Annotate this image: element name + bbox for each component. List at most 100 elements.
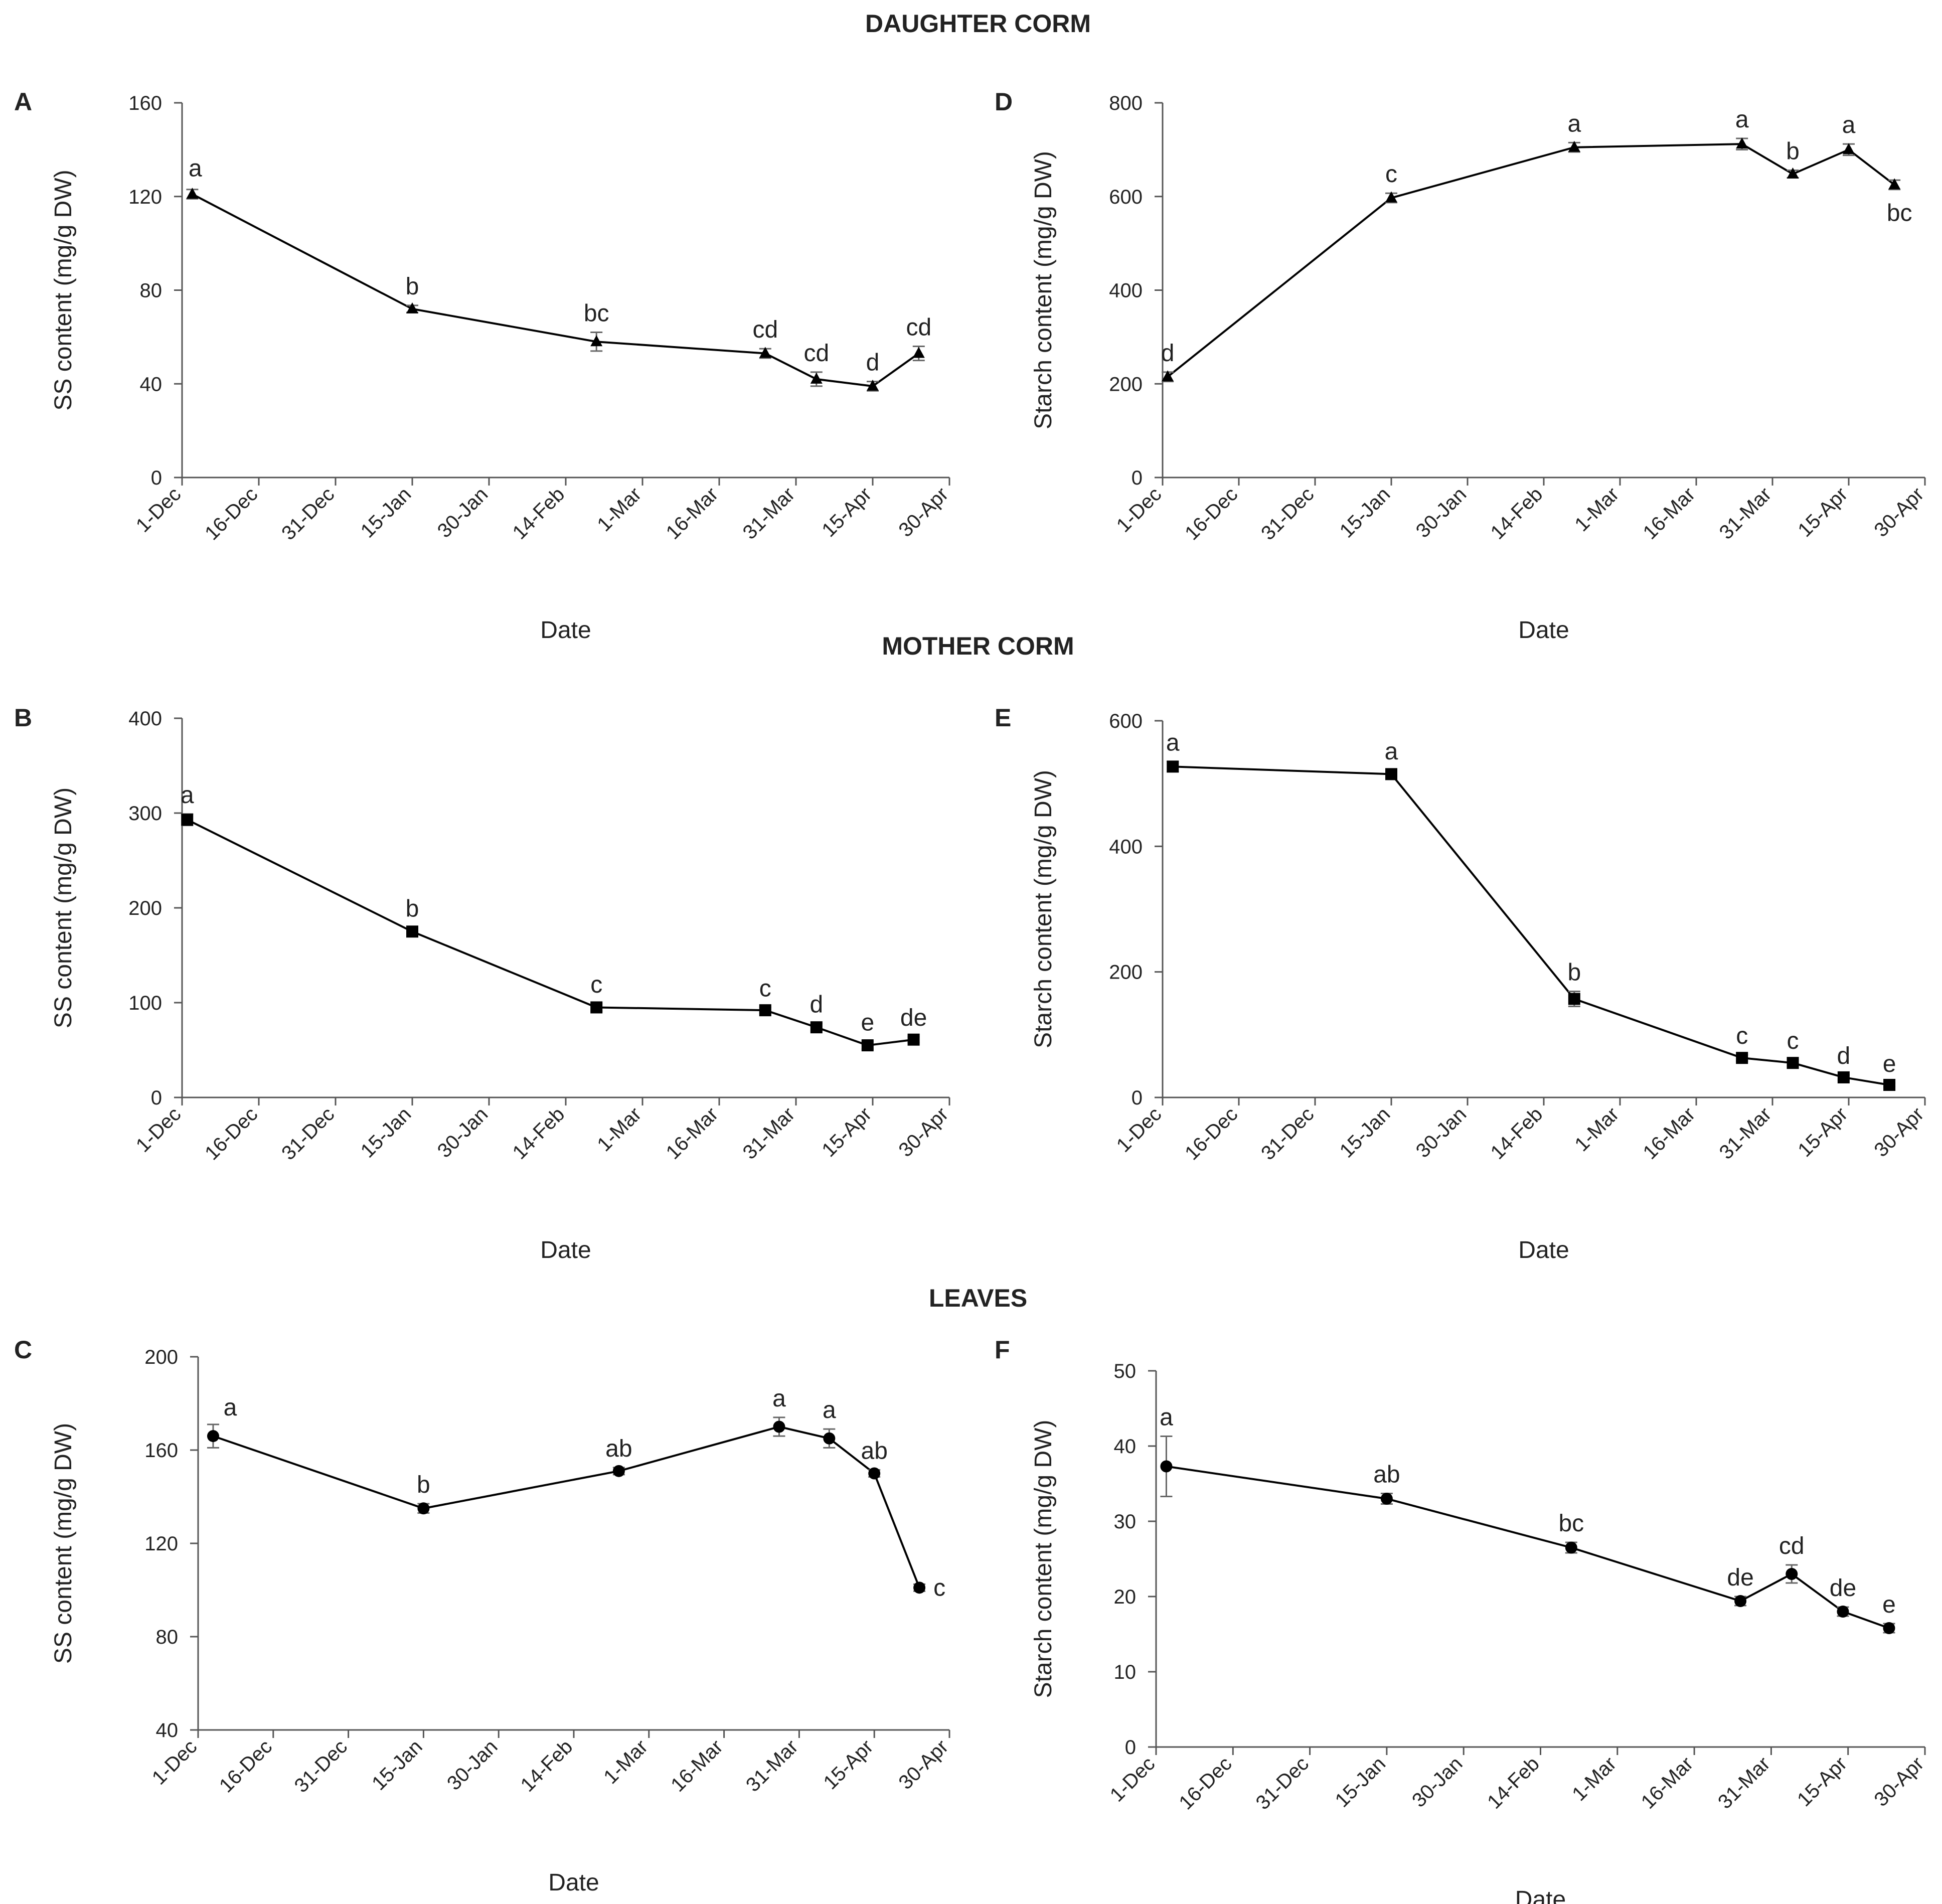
y-tick-label: 120 — [128, 186, 162, 208]
x-tick-label: 1-Dec — [148, 1735, 202, 1789]
significance-label: a — [1385, 738, 1398, 765]
x-tick-label: 31-Dec — [1257, 1103, 1318, 1164]
y-tick-label: 30 — [1114, 1511, 1137, 1533]
data-point — [823, 1432, 836, 1445]
panel-letter: A — [14, 88, 32, 116]
panel-letter: F — [995, 1336, 1010, 1364]
panel-letter: C — [14, 1336, 32, 1364]
y-tick-label: 40 — [1114, 1436, 1137, 1458]
significance-label: c — [933, 1574, 945, 1601]
significance-label: b — [417, 1472, 430, 1498]
x-axis-title: Date — [540, 1237, 591, 1263]
y-tick-label: 200 — [128, 897, 162, 919]
y-tick-label: 10 — [1114, 1661, 1137, 1683]
y-tick-label: 0 — [151, 467, 162, 489]
x-tick-label: 1-Mar — [599, 1735, 652, 1788]
significance-label: c — [1385, 161, 1397, 188]
x-tick-label: 15-Jan — [357, 1103, 416, 1162]
x-tick-label: 16-Mar — [1639, 483, 1700, 544]
significance-label: de — [1727, 1564, 1753, 1591]
series-line — [187, 819, 914, 1047]
y-tick-label: 0 — [1125, 1736, 1136, 1759]
data-point — [1888, 178, 1901, 190]
x-tick-label: 15-Jan — [357, 483, 416, 542]
significance-label: b — [1786, 138, 1800, 165]
x-tick-label: 1-Dec — [1106, 1753, 1160, 1806]
significance-label: a — [1160, 1404, 1173, 1431]
significance-label: e — [1883, 1051, 1896, 1077]
y-tick-label: 100 — [128, 992, 162, 1014]
data-point — [590, 1001, 603, 1014]
significance-label: e — [1882, 1592, 1896, 1618]
y-tick-label: 400 — [1109, 280, 1143, 302]
significance-label: bc — [584, 300, 609, 327]
x-axis-title: Date — [1518, 617, 1569, 644]
panel-letter: D — [995, 88, 1013, 116]
x-tick-label: 16-Mar — [1637, 1753, 1698, 1813]
x-tick-label: 14-Feb — [1483, 1753, 1544, 1813]
significance-label: a — [224, 1394, 237, 1421]
data-point — [773, 1420, 785, 1433]
x-tick-label: 16-Dec — [201, 483, 262, 544]
x-tick-label: 16-Mar — [667, 1735, 727, 1796]
chart-panel-d: D 0 200 400 600 800 1-Dec 16-Dec 31-Dec 15-Jan 30-… — [995, 88, 1928, 644]
data-point — [1162, 370, 1174, 382]
x-tick-label: 14-Feb — [509, 1103, 569, 1164]
data-point — [1883, 1622, 1895, 1634]
significance-label: c — [1736, 1023, 1748, 1049]
data-point — [907, 1033, 920, 1046]
significance-label: b — [1567, 959, 1581, 986]
x-tick-label: 16-Mar — [1639, 1103, 1700, 1164]
significance-label: d — [810, 992, 823, 1018]
data-point — [1837, 1606, 1849, 1618]
significance-label: ab — [861, 1438, 888, 1465]
data-point — [181, 814, 194, 826]
significance-label: cd — [752, 316, 778, 343]
x-tick-label: 1-Mar — [1570, 1103, 1623, 1156]
significance-label: a — [772, 1385, 786, 1412]
x-tick-label: 30-Apr — [894, 1735, 952, 1794]
data-point — [1843, 143, 1855, 154]
significance-label: c — [759, 975, 771, 1002]
chart-panel-c: C 40 80 120 160 200 1-Dec 16-Dec 31-Dec 15-Jan 30-… — [14, 1336, 952, 1896]
x-tick-label: 15-Jan — [1331, 1753, 1390, 1812]
significance-label: d — [1837, 1043, 1851, 1069]
x-axis-title: Date — [540, 617, 591, 644]
y-tick-label: 200 — [1109, 373, 1143, 395]
y-tick-label: 0 — [151, 1087, 162, 1109]
x-tick-label: 30-Jan — [1412, 1103, 1471, 1162]
data-point — [406, 302, 418, 313]
y-tick-label: 160 — [128, 92, 162, 114]
panel-letter: B — [14, 704, 32, 732]
data-point — [1734, 1595, 1747, 1607]
x-tick-label: 31-Mar — [1715, 483, 1776, 544]
x-tick-label: 30-Apr — [894, 1103, 952, 1161]
y-tick-label: 800 — [1109, 92, 1143, 114]
x-tick-label: 14-Feb — [1487, 483, 1547, 544]
section-title-leaves: LEAVES — [929, 1284, 1027, 1312]
y-tick-label: 600 — [1109, 186, 1143, 208]
x-tick-label: 31-Mar — [739, 1103, 799, 1164]
significance-label: a — [1166, 729, 1180, 756]
significance-label: a — [189, 155, 202, 182]
significance-label: c — [590, 972, 602, 998]
x-axis-title: Date — [1515, 1886, 1566, 1904]
y-axis-title: SS content (mg/g DW) — [50, 170, 77, 410]
significance-label: a — [823, 1397, 836, 1423]
x-tick-label: 1-Dec — [1112, 1103, 1166, 1157]
x-tick-label: 1-Mar — [1568, 1753, 1621, 1805]
significance-label: a — [181, 782, 194, 809]
x-tick-label: 15-Jan — [1336, 1103, 1395, 1162]
data-point — [1380, 1493, 1393, 1505]
x-tick-label: 16-Dec — [201, 1103, 262, 1164]
x-tick-label: 15-Jan — [368, 1735, 427, 1795]
x-axis-title: Date — [1518, 1237, 1569, 1263]
x-tick-label: 31-Dec — [1252, 1753, 1313, 1814]
x-tick-label: 31-Dec — [1257, 483, 1318, 544]
x-axis-title: Date — [548, 1869, 599, 1896]
data-point — [590, 335, 603, 347]
data-point — [1787, 1057, 1799, 1069]
x-tick-label: 1-Dec — [132, 1103, 186, 1157]
